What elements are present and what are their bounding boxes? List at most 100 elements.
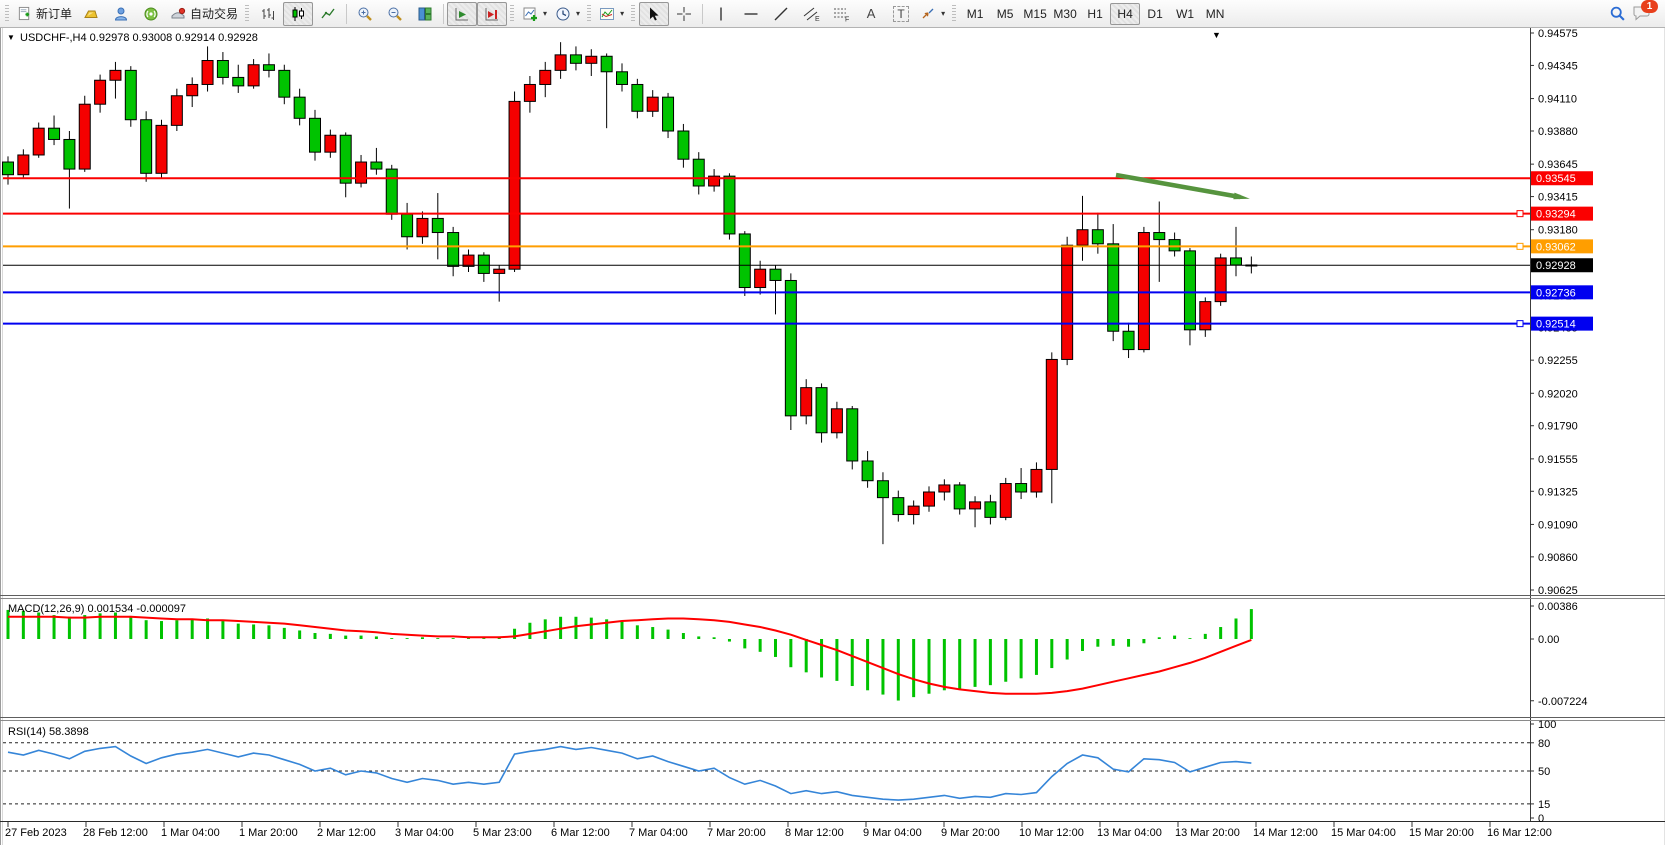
toolbar-grip[interactable] <box>587 4 592 23</box>
chart-shift-button[interactable] <box>477 1 508 26</box>
text-label-button[interactable]: T <box>886 2 916 26</box>
line-chart-icon <box>321 8 335 18</box>
toolbar-grip[interactable] <box>631 4 636 23</box>
price-badge <box>1531 316 1593 331</box>
notification-badge: 1 <box>1641 0 1658 13</box>
svg-text:9 Mar 20:00: 9 Mar 20:00 <box>941 827 1000 839</box>
label-tool-glyph: T <box>893 5 909 22</box>
zoom-in-button[interactable] <box>350 2 380 26</box>
arrow-annotation[interactable] <box>1115 172 1250 200</box>
dropdown-caret: ▾ <box>941 9 946 18</box>
chat-button[interactable]: 1 <box>1632 0 1658 24</box>
crosshair-icon <box>677 6 692 21</box>
line-chart-button[interactable] <box>313 2 343 26</box>
timeframe-button-d1[interactable]: D1 <box>1147 6 1163 21</box>
line-handle[interactable] <box>1516 320 1524 328</box>
svg-text:0.90860: 0.90860 <box>1538 552 1578 564</box>
svg-text:0.91325: 0.91325 <box>1538 486 1578 498</box>
search-button[interactable] <box>1602 2 1632 26</box>
market-watch-button[interactable] <box>76 2 106 26</box>
line-handle[interactable] <box>1516 210 1524 218</box>
svg-text:0.94345: 0.94345 <box>1538 60 1578 72</box>
price-badge <box>1531 285 1593 300</box>
symbol-ohlc-title: USDCHF-,H4 0.92978 0.93008 0.92914 0.929… <box>20 32 258 44</box>
community-button[interactable] <box>106 2 136 26</box>
price-badge <box>1531 171 1593 186</box>
periods-button[interactable]: ▾ <box>551 2 584 26</box>
chart-shift-icon <box>485 7 499 20</box>
timeframe-button-h4[interactable]: H4 <box>1110 2 1141 25</box>
toolbar: 新订单 自动交易 <box>0 0 1665 28</box>
svg-text:28 Feb 12:00: 28 Feb 12:00 <box>83 827 148 839</box>
trendline-button[interactable] <box>766 2 796 26</box>
svg-text:3 Mar 04:00: 3 Mar 04:00 <box>395 827 454 839</box>
timeframe-button-h1[interactable]: H1 <box>1087 6 1103 21</box>
fibonacci-icon: F <box>833 8 849 22</box>
svg-text:0.93062: 0.93062 <box>1536 241 1576 253</box>
svg-text:0.94110: 0.94110 <box>1538 94 1577 106</box>
svg-text:-0.007224: -0.007224 <box>1538 696 1588 708</box>
svg-text:50: 50 <box>1538 766 1550 778</box>
vertical-line-button[interactable] <box>706 2 736 26</box>
tile-windows-button[interactable] <box>410 2 440 26</box>
tile-windows-icon <box>418 7 432 20</box>
timeframe-button-mn[interactable]: MN <box>1205 6 1225 21</box>
svg-text:0.91090: 0.91090 <box>1538 519 1578 531</box>
clock-icon <box>556 7 570 20</box>
svg-text:0.92736: 0.92736 <box>1536 287 1576 299</box>
arrows-button[interactable]: ▾ <box>916 2 949 26</box>
toolbar-grip[interactable] <box>952 4 957 23</box>
price-badge <box>1531 258 1593 273</box>
toolbar-grip[interactable] <box>510 4 515 23</box>
new-order-button[interactable]: 新订单 <box>13 2 76 26</box>
svg-text:14 Mar 12:00: 14 Mar 12:00 <box>1253 827 1318 839</box>
zoom-out-icon <box>388 7 402 21</box>
svg-text:8 Mar 12:00: 8 Mar 12:00 <box>785 827 844 839</box>
timeframe-button-m5[interactable]: M5 <box>996 6 1014 21</box>
search-icon <box>1610 6 1625 21</box>
svg-text:0.93880: 0.93880 <box>1538 126 1578 138</box>
timeframe-button-w1[interactable]: W1 <box>1176 6 1195 21</box>
macd-signal-line <box>8 615 1252 695</box>
zoom-out-button[interactable] <box>380 2 410 26</box>
svg-text:7 Mar 20:00: 7 Mar 20:00 <box>707 827 766 839</box>
text-button[interactable]: A <box>856 2 886 26</box>
svg-text:9 Mar 04:00: 9 Mar 04:00 <box>863 827 922 839</box>
timeframe-button-m30[interactable]: M30 <box>1053 6 1077 21</box>
svg-text:7 Mar 04:00: 7 Mar 04:00 <box>629 827 688 839</box>
vertical-line-icon <box>720 7 722 20</box>
channel-button[interactable]: E <box>796 2 826 26</box>
bar-chart-button[interactable] <box>253 2 283 26</box>
line-handle[interactable] <box>1516 242 1524 250</box>
svg-text:0.93415: 0.93415 <box>1538 192 1578 204</box>
svg-text:0.91555: 0.91555 <box>1538 454 1578 466</box>
dropdown-caret: ▾ <box>543 9 548 18</box>
svg-text:0.92020: 0.92020 <box>1538 388 1578 400</box>
cursor-button[interactable] <box>639 1 670 26</box>
new-chart-button[interactable]: ▾ <box>518 2 551 26</box>
svg-text:0.93545: 0.93545 <box>1536 173 1576 185</box>
macd-indicator <box>6 609 1253 701</box>
candlestick-chart-button[interactable] <box>283 1 314 26</box>
toolbar-grip[interactable] <box>5 4 9 23</box>
auto-scroll-button[interactable] <box>447 1 478 26</box>
autotrading-button[interactable]: 自动交易 <box>166 2 242 26</box>
timeframe-button-m15[interactable]: M15 <box>1023 6 1047 21</box>
indicators-button[interactable]: ▾ <box>595 2 628 26</box>
price-badge <box>1531 239 1593 254</box>
svg-text:0.90625: 0.90625 <box>1538 585 1578 597</box>
svg-text:F: F <box>845 16 849 22</box>
horizontal-line-button[interactable] <box>736 2 766 26</box>
crosshair-button[interactable] <box>669 2 699 26</box>
broadcast-icon <box>144 7 158 20</box>
macd-title: MACD(12,26,9) 0.001534 -0.000097 <box>8 603 186 615</box>
timeframe-button-m1[interactable]: M1 <box>966 6 984 21</box>
svg-text:1 Mar 04:00: 1 Mar 04:00 <box>161 827 220 839</box>
svg-text:10 Mar 12:00: 10 Mar 12:00 <box>1019 827 1084 839</box>
sounds-button[interactable] <box>136 2 166 26</box>
toolbar-grip[interactable] <box>245 4 250 23</box>
fibonacci-button[interactable]: F <box>826 2 856 26</box>
time-axis[interactable] <box>7 822 1491 827</box>
